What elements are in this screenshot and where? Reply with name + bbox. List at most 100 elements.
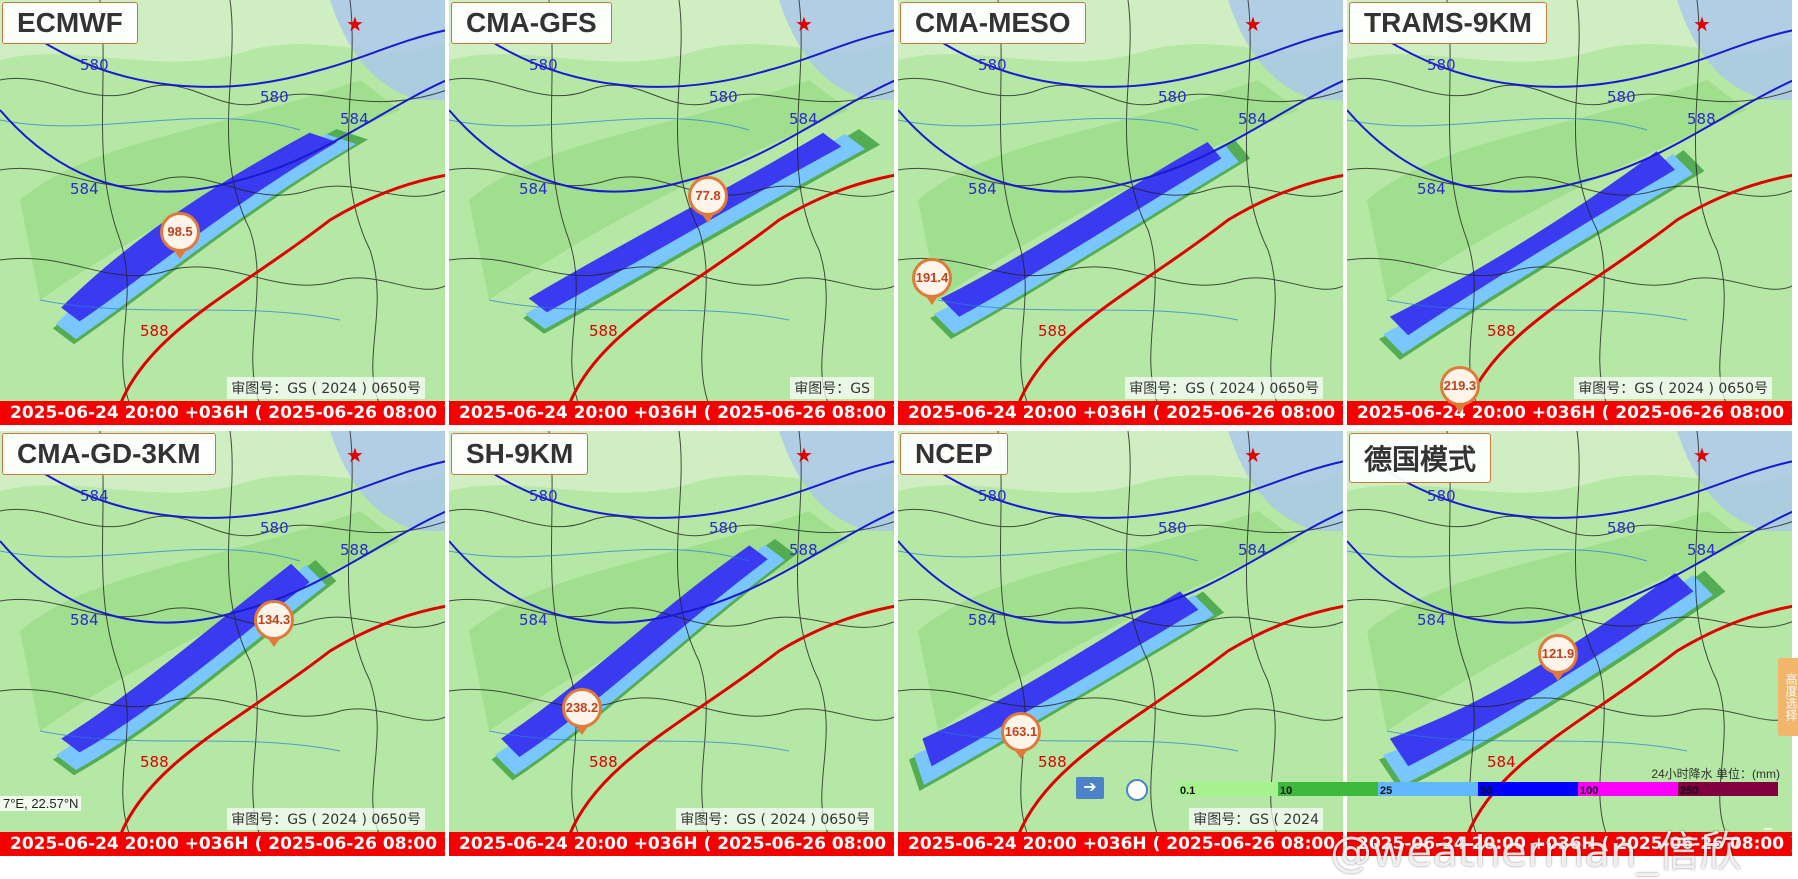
forecast-time-bar: 2025-06-24 20:00 +036H ( 2025-06-26 08:0…: [0, 401, 445, 425]
forecast-time-bar: 2025-06-24 20:00 +036H ( 2025-06-26 08:0…: [449, 401, 894, 425]
contour-label: 588: [589, 753, 618, 771]
beijing-star-icon: ★: [1693, 14, 1711, 36]
contour-label: 584: [340, 110, 369, 128]
contour-label: 588: [789, 541, 818, 559]
precip-map: [0, 431, 445, 836]
precip-map: [449, 431, 894, 836]
map-panel[interactable]: ECMWF ★ 580 580 584 584 588 审图号：GS ( 202…: [0, 0, 447, 427]
contour-label: 580: [709, 519, 738, 537]
max-precip-marker[interactable]: 77.8: [688, 176, 728, 223]
contour-label: 588: [140, 322, 169, 340]
contour-label: 580: [529, 56, 558, 74]
contour-label: 584: [70, 611, 99, 629]
legend-swatch: 25: [1378, 782, 1478, 797]
contour-label: 580: [1607, 88, 1636, 106]
model-title: ECMWF: [2, 2, 138, 44]
contour-label: 584: [1417, 611, 1446, 629]
legend-swatch: 10: [1278, 782, 1378, 797]
contour-label: 580: [1607, 519, 1636, 537]
contour-label: 580: [1427, 56, 1456, 74]
precip-map: [1347, 0, 1792, 405]
contour-label: 588: [1487, 322, 1516, 340]
beijing-star-icon: ★: [1693, 445, 1711, 467]
model-title: CMA-GFS: [451, 2, 612, 44]
map-panel[interactable]: NCEP ★ 580 580 584 584 588 审图号：GS ( 2024…: [898, 431, 1345, 858]
map-approval-number: 审图号：GS ( 2024: [1189, 808, 1323, 830]
map-approval-number: 审图号：GS: [790, 377, 874, 399]
contour-label: 584: [789, 110, 818, 128]
precip-legend: 24小时降水 单位：(mm) 0.1 10 25 50 100 250: [1128, 767, 1788, 802]
legend-label: 24小时降水 单位：(mm): [1651, 767, 1780, 781]
map-panel[interactable]: CMA-MESO ★ 580 580 584 584 588 审图号：GS ( …: [898, 0, 1345, 427]
map-approval-number: 审图号：GS ( 2024 ) 0650号: [676, 808, 874, 830]
forecast-time-bar: 2025-06-24 20:00 +036H ( 2025-06-26 08:0…: [1347, 401, 1792, 425]
max-precip-marker[interactable]: 134.3: [254, 600, 294, 647]
map-approval-number: [1764, 828, 1772, 830]
beijing-star-icon: ★: [1244, 14, 1262, 36]
model-title: CMA-GD-3KM: [2, 433, 216, 475]
legend-swatch: 250: [1678, 782, 1778, 797]
legend-swatch: 0.1: [1178, 782, 1278, 797]
map-approval-number: 审图号：GS ( 2024 ) 0650号: [1574, 377, 1772, 399]
contour-label: 584: [80, 487, 109, 505]
contour-label: 588: [1038, 322, 1067, 340]
map-panel[interactable]: SH-9KM ★ 580 580 584 588 588 审图号：GS ( 20…: [449, 431, 896, 858]
play-circle-icon[interactable]: [1126, 779, 1148, 801]
max-precip-marker[interactable]: 121.9: [1538, 634, 1578, 681]
contour-label: 584: [519, 180, 548, 198]
height-select-button[interactable]: 高度选择: [1778, 658, 1798, 736]
map-approval-number: 审图号：GS ( 2024 ) 0650号: [227, 377, 425, 399]
legend-tick-label: 0.1: [1180, 785, 1196, 797]
contour-label: 584: [1238, 110, 1267, 128]
map-approval-number: 审图号：GS ( 2024 ) 0650号: [1125, 377, 1323, 399]
model-title: TRAMS-9KM: [1349, 2, 1547, 44]
contour-label: 584: [70, 180, 99, 198]
precip-map: [0, 0, 445, 405]
model-title: NCEP: [900, 433, 1008, 475]
watermark: @weatherman_信欣: [1330, 827, 1742, 876]
forecast-time-bar: 2025-06-24 20:00 +036H ( 2025-06-26 08:0…: [898, 401, 1343, 425]
legend-colorbar: 0.1 10 25 50 100 250: [1178, 782, 1778, 797]
forecast-time-bar: 2025-06-24 20:00 +036H ( 2025-06-26 08:0…: [449, 832, 894, 856]
contour-label: 580: [1427, 487, 1456, 505]
max-precip-marker[interactable]: 238.2: [562, 688, 602, 735]
map-panel[interactable]: CMA-GD-3KM ★ 584 580 584 588 588 审图号：GS …: [0, 431, 447, 858]
legend-swatch: 50: [1478, 782, 1578, 797]
contour-label: 580: [978, 56, 1007, 74]
precip-map: [898, 431, 1343, 836]
contour-label: 584: [1687, 541, 1716, 559]
beijing-star-icon: ★: [1244, 445, 1262, 467]
contour-label: 584: [968, 611, 997, 629]
contour-label: 588: [1038, 753, 1067, 771]
forecast-time-bar: 2025-06-24 20:00 +036H ( 2025-06-26 08:0…: [898, 832, 1343, 856]
precip-map: [449, 0, 894, 405]
contour-label: 588: [1687, 110, 1716, 128]
legend-tick-label: 50: [1480, 785, 1493, 797]
max-precip-marker[interactable]: 191.4: [912, 258, 952, 305]
legend-swatch: 100: [1578, 782, 1678, 797]
contour-label: 580: [260, 519, 289, 537]
beijing-star-icon: ★: [795, 14, 813, 36]
map-panel[interactable]: CMA-GFS ★ 580 580 584 584 588 审图号：GS 202…: [449, 0, 896, 427]
contour-label: 584: [1487, 753, 1516, 771]
forecast-time-bar: 2025-06-24 20:00 +036H ( 2025-06-26 08:0…: [0, 832, 445, 856]
map-approval-number: 审图号：GS ( 2024 ) 0650号: [227, 808, 425, 830]
contour-label: 588: [340, 541, 369, 559]
max-precip-marker[interactable]: 98.5: [160, 212, 200, 259]
contour-label: 584: [968, 180, 997, 198]
contour-label: 580: [1158, 88, 1187, 106]
legend-tick-label: 250: [1680, 785, 1699, 797]
contour-label: 580: [709, 88, 738, 106]
contour-label: 580: [529, 487, 558, 505]
contour-label: 584: [519, 611, 548, 629]
arrow-right-icon[interactable]: ➔: [1076, 777, 1104, 799]
beijing-star-icon: ★: [346, 14, 364, 36]
contour-label: 580: [260, 88, 289, 106]
legend-tick-label: 25: [1380, 785, 1393, 797]
contour-label: 588: [140, 753, 169, 771]
contour-label: 580: [978, 487, 1007, 505]
max-precip-marker[interactable]: 163.1: [1001, 712, 1041, 759]
map-panel[interactable]: TRAMS-9KM ★ 580 580 584 588 588 审图号：GS (…: [1347, 0, 1794, 427]
legend-tick-label: 10: [1280, 785, 1293, 797]
max-precip-marker[interactable]: 219.3: [1440, 366, 1480, 413]
